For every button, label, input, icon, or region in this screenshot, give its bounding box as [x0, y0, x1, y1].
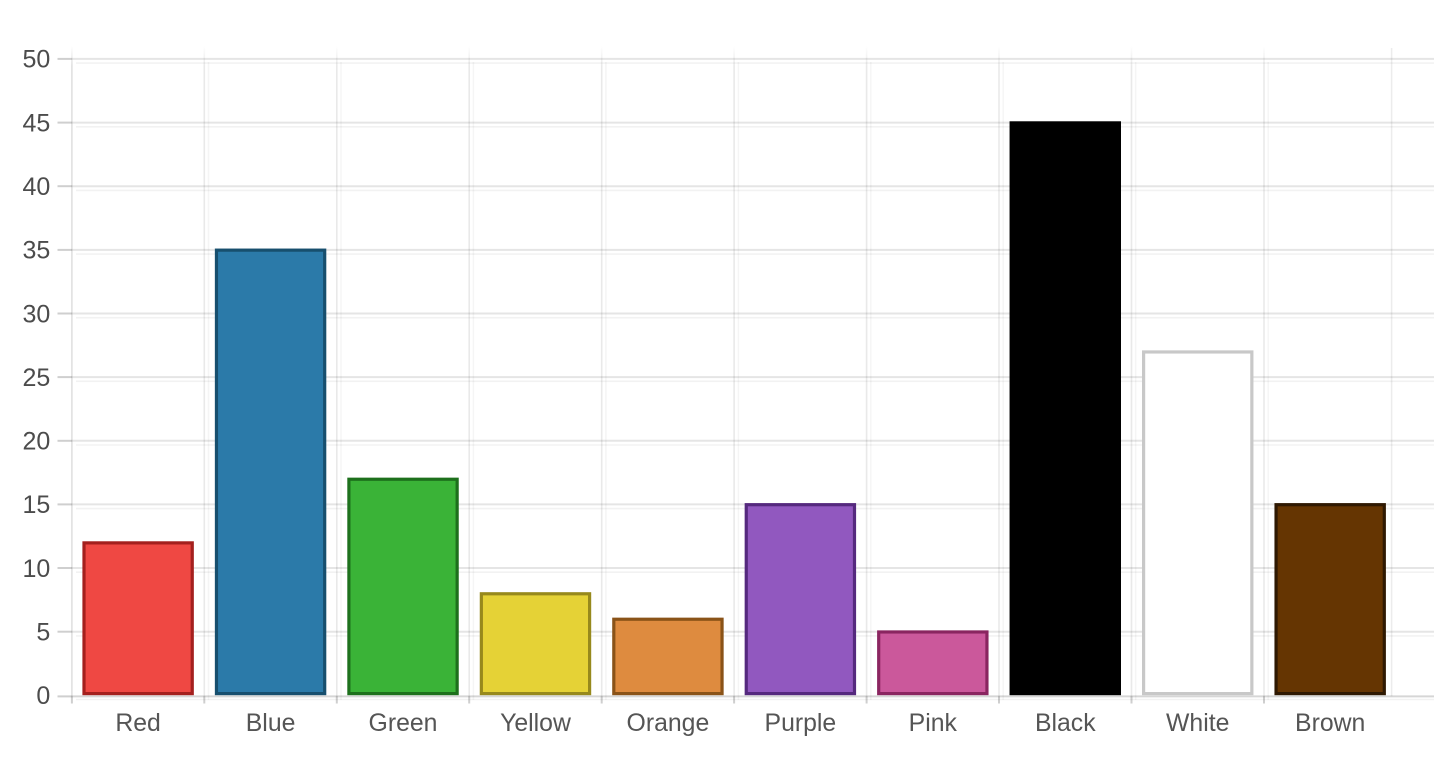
- svg-text:Pink: Pink: [909, 710, 958, 737]
- svg-text:10: 10: [22, 555, 50, 583]
- svg-text:Red: Red: [115, 710, 161, 737]
- svg-text:45: 45: [22, 109, 50, 137]
- svg-text:15: 15: [22, 491, 50, 519]
- svg-text:0: 0: [36, 682, 50, 710]
- svg-text:50: 50: [22, 46, 50, 74]
- svg-text:25: 25: [22, 364, 50, 392]
- svg-text:Orange: Orange: [627, 710, 710, 737]
- svg-text:Blue: Blue: [246, 710, 296, 737]
- svg-text:Purple: Purple: [765, 710, 837, 737]
- svg-text:Green: Green: [369, 710, 438, 737]
- svg-text:Black: Black: [1035, 710, 1096, 737]
- svg-text:20: 20: [22, 428, 50, 456]
- svg-text:30: 30: [22, 300, 50, 328]
- svg-text:Brown: Brown: [1295, 710, 1365, 737]
- svg-text:40: 40: [22, 173, 50, 201]
- svg-text:35: 35: [22, 237, 50, 265]
- svg-text:Yellow: Yellow: [500, 710, 571, 737]
- svg-text:White: White: [1166, 710, 1229, 737]
- svg-text:5: 5: [36, 619, 50, 647]
